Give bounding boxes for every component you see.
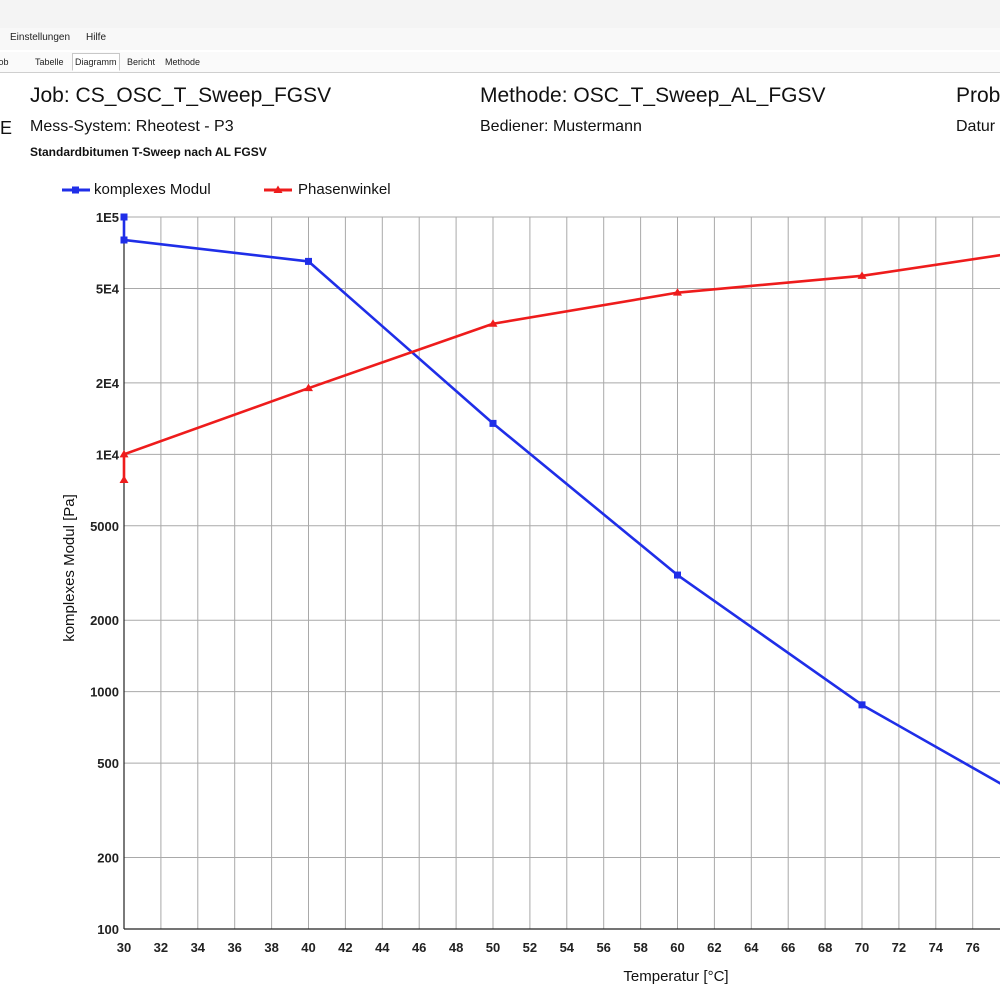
- x-tick-label: 54: [560, 940, 575, 955]
- x-tick-label: 64: [744, 940, 759, 955]
- data-point-komplexes-modul: [120, 236, 128, 244]
- tab-diagramm[interactable]: Diagramm: [72, 53, 120, 71]
- left-cutoff-text: E: [0, 118, 13, 138]
- y-tick-label: 2E4: [96, 376, 120, 391]
- menu-item-hilfe[interactable]: Hilfe: [86, 32, 107, 43]
- x-axis-title: Temperatur [°C]: [623, 968, 728, 985]
- x-tick-label: 38: [264, 940, 278, 955]
- y-tick-label: 100: [97, 922, 119, 937]
- menu-bar: [0, 28, 1000, 50]
- y-tick-label: 1E5: [96, 210, 119, 225]
- y-tick-label: 2000: [90, 613, 119, 628]
- tab-bar: [0, 52, 1000, 73]
- probe-title: Prob: [956, 84, 1000, 107]
- legend-label-komplexes-modul: komplexes Modul: [94, 181, 211, 198]
- x-tick-label: 68: [818, 940, 832, 955]
- x-tick-label: 36: [227, 940, 241, 955]
- x-tick-label: 44: [375, 940, 390, 955]
- data-point-phasenwinkel: [304, 383, 313, 392]
- legend: [62, 185, 292, 194]
- y-tick-label: 5E4: [96, 281, 120, 296]
- measuring-system: Mess-System: Rheotest - P3: [30, 118, 234, 135]
- x-tick-label: 42: [338, 940, 352, 955]
- y-tick-label: 1E4: [96, 447, 120, 462]
- menu-item-einstellungen[interactable]: Einstellungen: [10, 32, 71, 43]
- method-title: Methode: OSC_T_Sweep_AL_FGSV: [480, 84, 826, 107]
- data-point-phasenwinkel: [119, 449, 129, 458]
- y-tick-label: 200: [97, 851, 119, 866]
- x-tick-label: 56: [596, 940, 610, 955]
- tab-methode[interactable]: Methode: [165, 57, 201, 67]
- axes: [123, 217, 1000, 930]
- x-tick-label: 66: [781, 940, 795, 955]
- series: [119, 213, 1000, 785]
- x-tick-label: 34: [191, 940, 206, 955]
- y-tick-label: 500: [97, 756, 119, 771]
- x-tick-label: 46: [412, 940, 426, 955]
- x-tick-label: 60: [670, 940, 684, 955]
- x-tick-label: 50: [486, 940, 500, 955]
- series-line-phasenwinkel: [122, 253, 1000, 480]
- x-tick-label: 76: [965, 940, 979, 955]
- y-tick-label: 5000: [90, 519, 119, 534]
- data-point-komplexes-modul: [489, 419, 497, 427]
- data-point-komplexes-modul: [858, 701, 866, 709]
- data-point-komplexes-modul: [305, 257, 312, 265]
- x-tick-label: 58: [633, 940, 647, 955]
- tab-bericht[interactable]: Bericht: [127, 57, 156, 67]
- legend-marker-phasenwinkel: [273, 185, 283, 193]
- data-point-phasenwinkel: [857, 271, 867, 279]
- test-description: Standardbitumen T-Sweep nach AL FGSV: [30, 145, 267, 159]
- x-tick-label: 32: [154, 940, 168, 955]
- grid: [124, 216, 1000, 929]
- data-point-phasenwinkel: [119, 475, 129, 483]
- x-tick-label: 72: [892, 940, 906, 955]
- legend-marker-komplexes-modul: [72, 186, 79, 194]
- x-tick-label: 52: [523, 940, 537, 955]
- data-point-phasenwinkel: [673, 288, 682, 296]
- data-point-komplexes-modul: [674, 571, 681, 579]
- x-tick-label: 40: [301, 940, 315, 955]
- y-axis-title: komplexes Modul [Pa]: [61, 494, 78, 642]
- y-tick-label: 1000: [90, 685, 119, 700]
- data-point-phasenwinkel: [488, 319, 498, 327]
- date-label: Datur: [956, 118, 996, 135]
- ticks: 30 32 34 36 38 40 42 44 46 48 50 52 54 56 58 60 62 64 66 68…: [61, 210, 980, 985]
- tab-tabelle[interactable]: Tabelle: [35, 57, 64, 67]
- x-tick-label: 48: [449, 940, 463, 955]
- series-line-komplexes-modul: [122, 217, 1000, 785]
- x-tick-label: 74: [929, 940, 944, 955]
- job-title: Job: CS_OSC_T_Sweep_FGSV: [30, 84, 332, 107]
- x-tick-label: 30: [117, 940, 131, 955]
- tab-job[interactable]: Job: [0, 57, 9, 67]
- x-tick-label: 62: [707, 940, 721, 955]
- data-point-komplexes-modul: [120, 213, 128, 221]
- x-tick-label: 70: [855, 940, 869, 955]
- operator: Bediener: Mustermann: [480, 118, 642, 135]
- title-bar: [0, 0, 1000, 28]
- legend-label-phasenwinkel: Phasenwinkel: [298, 181, 391, 198]
